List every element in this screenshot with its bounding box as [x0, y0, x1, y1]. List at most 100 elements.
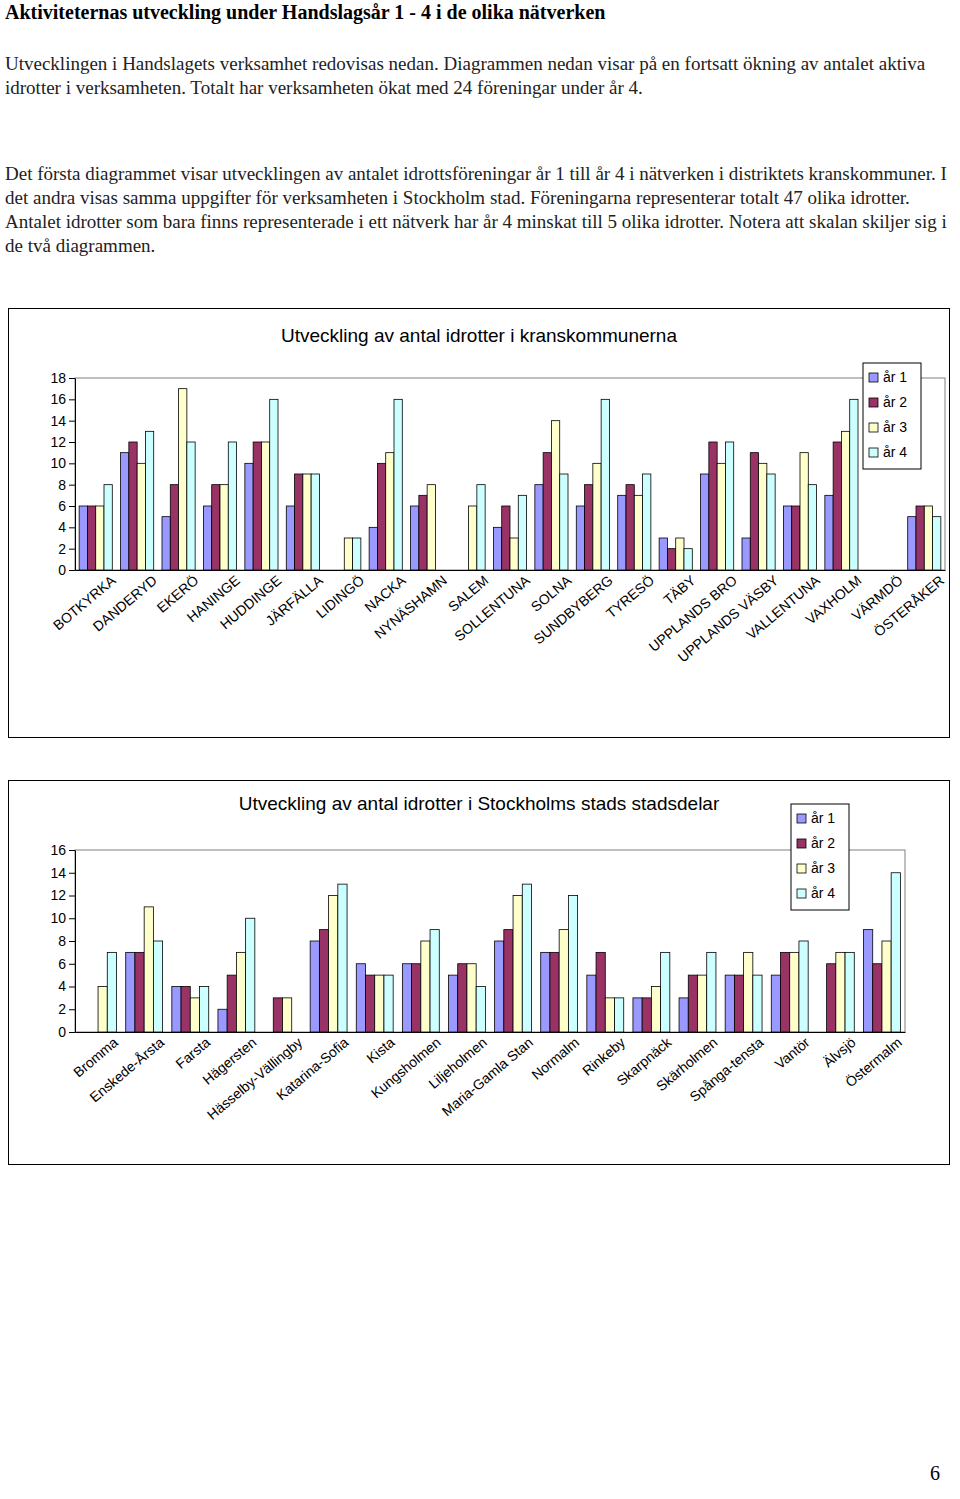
tick-label: 12 — [50, 887, 66, 903]
y-axis: 0246810121416 — [50, 842, 75, 1040]
bar — [236, 952, 245, 1032]
bar — [79, 506, 87, 570]
bar — [412, 964, 421, 1032]
bar — [698, 975, 707, 1032]
legend-label: år 4 — [883, 444, 907, 460]
y-tick: 18 — [50, 370, 75, 386]
x-tick: ÖSTERÅKER — [870, 571, 947, 640]
paragraph: Det första diagrammet visar utvecklingen… — [5, 162, 955, 258]
bar — [560, 474, 568, 570]
bar — [493, 527, 501, 570]
legend-swatch — [869, 373, 878, 382]
page-number: 6 — [930, 1462, 940, 1485]
tick-mark — [69, 442, 75, 443]
bar — [836, 952, 845, 1032]
axis-line — [75, 379, 76, 571]
chart: Utveckling av antal idrotter i kranskomm… — [8, 308, 950, 738]
bar — [593, 463, 601, 570]
bar — [467, 964, 476, 1032]
bar — [96, 506, 104, 570]
y-tick: 4 — [58, 519, 75, 535]
bar — [601, 399, 609, 570]
bar — [419, 495, 427, 570]
x-tick: Älvsjö — [820, 1034, 859, 1070]
bar — [394, 399, 402, 570]
bar — [402, 964, 411, 1032]
x-tick: Farsta — [172, 1034, 213, 1072]
chart-frame — [9, 309, 950, 738]
tick-mark — [69, 549, 75, 550]
axis-line — [75, 851, 76, 1033]
bar — [707, 952, 716, 1032]
legend-label: år 3 — [811, 860, 835, 876]
bar — [311, 474, 319, 570]
y-tick: 12 — [50, 434, 75, 450]
tick-mark — [69, 570, 75, 571]
bar — [550, 952, 559, 1032]
tick-label: SOLLENTUNA — [451, 572, 533, 645]
tick-mark — [69, 421, 75, 422]
bar — [651, 987, 660, 1033]
legend-frame — [791, 804, 849, 910]
bar — [212, 485, 220, 570]
tick-mark — [69, 896, 75, 897]
bar — [717, 463, 725, 570]
tick-mark — [69, 378, 75, 379]
bar — [781, 952, 790, 1032]
bar — [386, 453, 394, 570]
tick-label: 10 — [50, 910, 66, 926]
tick-label: 0 — [58, 562, 66, 578]
bar — [643, 474, 651, 570]
tick-label: DANDERYD — [90, 572, 160, 635]
y-tick: 16 — [50, 842, 75, 858]
bar — [495, 941, 504, 1032]
bar — [353, 538, 361, 570]
bar — [833, 442, 841, 570]
bar — [476, 987, 485, 1033]
bar — [541, 952, 550, 1032]
bar — [253, 442, 261, 570]
paragraph: Utvecklingen i Handslagets verksamhet re… — [5, 52, 955, 100]
bar — [319, 930, 328, 1032]
bar — [126, 952, 135, 1032]
bar — [585, 485, 593, 570]
bar — [375, 975, 384, 1032]
bar — [145, 431, 153, 570]
bar — [576, 506, 584, 570]
tick-label: TYRESÖ — [602, 571, 657, 621]
bar — [618, 495, 626, 570]
tick-mark — [69, 506, 75, 507]
bar — [510, 538, 518, 570]
x-tick: Spånga-tensta — [686, 1034, 766, 1105]
legend-label: år 1 — [883, 369, 907, 385]
plot-frame — [75, 378, 945, 570]
bar — [845, 952, 854, 1032]
bar — [688, 975, 697, 1032]
bar — [369, 527, 377, 570]
y-tick: 14 — [50, 413, 75, 429]
plot-frame — [75, 850, 905, 1032]
bar — [273, 998, 282, 1032]
y-tick: 6 — [58, 956, 75, 972]
bar — [605, 998, 614, 1032]
x-tick: NYNÄSHAMN — [371, 572, 450, 642]
bar — [135, 952, 144, 1032]
legend-frame — [863, 363, 921, 469]
tick-mark — [69, 987, 75, 988]
bar — [303, 474, 311, 570]
x-tick: JÄRFÄLLA — [262, 572, 326, 629]
tick-label: Kista — [363, 1034, 397, 1066]
tick-mark — [69, 850, 75, 851]
bar — [850, 399, 858, 570]
bar — [825, 495, 833, 570]
bar — [790, 952, 799, 1032]
bar — [129, 442, 137, 570]
bar — [753, 975, 762, 1032]
bar — [286, 506, 294, 570]
bar — [449, 975, 458, 1032]
y-tick: 10 — [50, 455, 75, 471]
legend-label: år 4 — [811, 885, 835, 901]
bar — [144, 907, 153, 1032]
chart-title: Utveckling av antal idrotter i Stockholm… — [239, 793, 720, 814]
bar — [107, 952, 116, 1032]
